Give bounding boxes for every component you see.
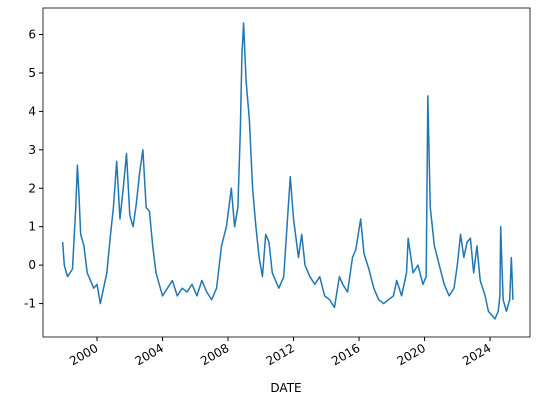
x-tick-label: 2020 [395, 341, 428, 368]
x-tick-label: 2008 [198, 341, 231, 368]
x-tick-label: 2016 [329, 341, 362, 368]
y-tick-label: 0 [28, 258, 36, 272]
y-tick-label: 3 [28, 143, 36, 157]
y-tick-label: -1 [24, 297, 36, 311]
x-axis-label: DATE [270, 381, 301, 395]
x-tick-label: 2004 [133, 341, 166, 368]
y-tick-label: 6 [28, 28, 36, 42]
x-tick-label: 2012 [264, 341, 297, 368]
y-tick-label: 2 [28, 181, 36, 195]
x-tick-label: 2024 [460, 341, 493, 368]
plot-frame [42, 7, 531, 338]
y-tick-label: 1 [28, 220, 36, 234]
line-series [61, 22, 514, 320]
x-tick-label: 2000 [67, 341, 100, 368]
y-tick-label: 5 [28, 66, 36, 80]
y-tick-label: 4 [28, 104, 36, 118]
